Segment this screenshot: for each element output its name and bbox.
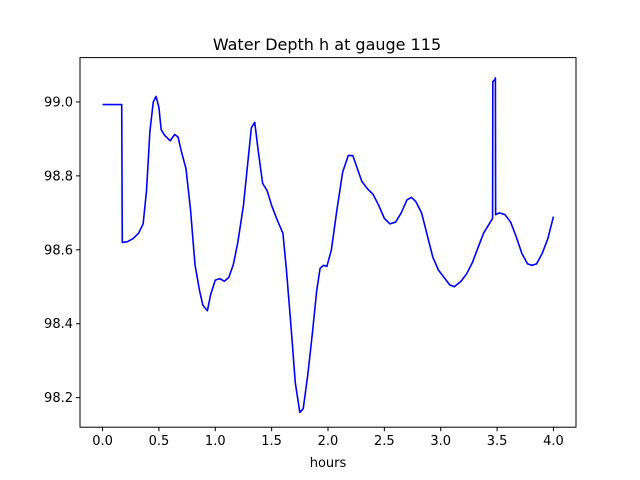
plot-area-frame [79,57,577,428]
x-axis-ticks: 0.0 0.5 1.0 1.5 2.0 2.5 3.0 3.5 4.0 [92,427,564,449]
y-axis-ticks: 98.2 98.4 98.6 98.8 99.0 [44,95,80,406]
y-tick-label: 98.6 [44,243,73,258]
x-tick-label: 3.5 [487,434,508,449]
y-tick-label: 98.2 [44,391,73,406]
x-axis-label: hours [310,456,347,471]
x-tick-label: 1.5 [261,434,282,449]
y-tick-label: 98.8 [44,169,73,184]
x-tick-label: 0.5 [149,434,170,449]
x-tick-label: 3.0 [430,434,451,449]
x-tick-label: 4.0 [543,434,564,449]
x-tick-label: 1.0 [205,434,226,449]
x-tick-label: 2.5 [374,434,395,449]
chart-title: Water Depth h at gauge 115 [213,35,441,54]
y-tick-label: 99.0 [44,95,73,110]
series-line [102,77,555,414]
x-tick-label: 2.0 [318,434,339,449]
y-tick-label: 98.4 [44,317,73,332]
series-layer [102,77,555,414]
x-tick-label: 0.0 [92,434,113,449]
